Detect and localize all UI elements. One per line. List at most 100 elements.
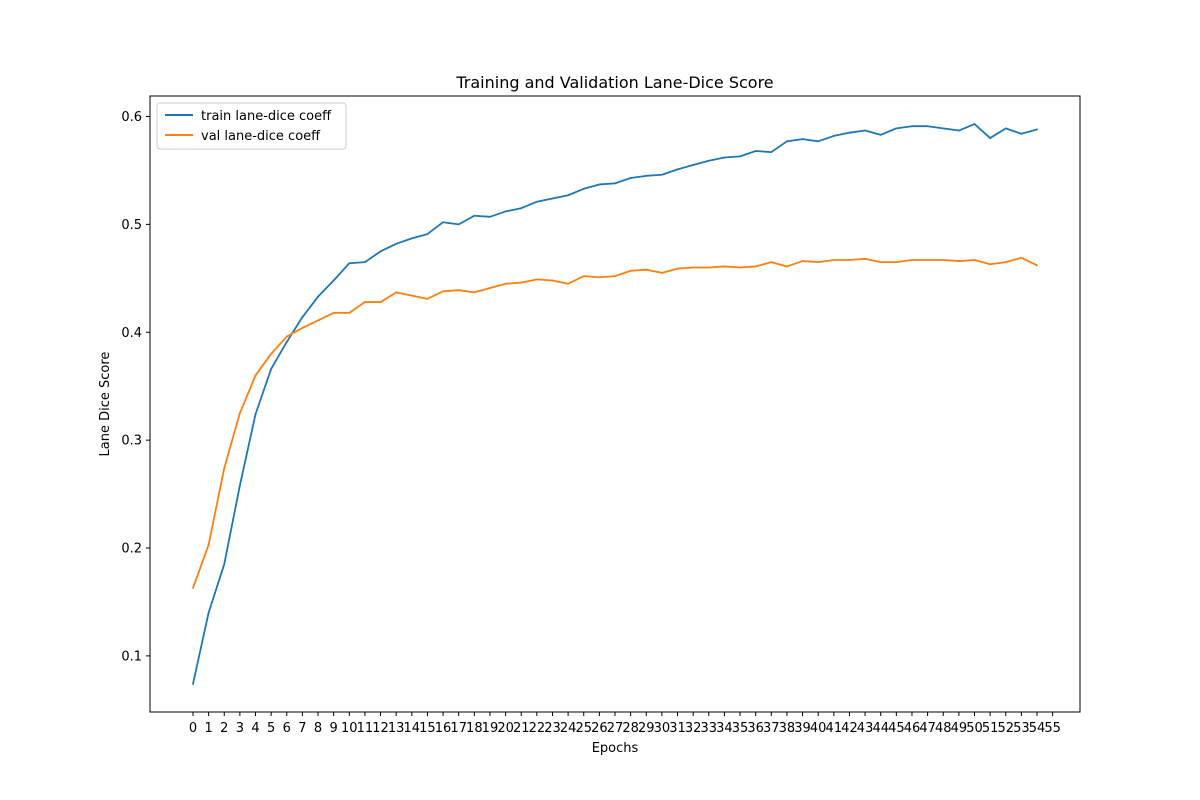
val-data-point	[629, 269, 632, 272]
train-data-point	[739, 155, 741, 158]
x-tick-label: 48	[935, 721, 952, 736]
val-data-point	[442, 290, 444, 293]
val-data-point	[973, 259, 976, 261]
val-data-point	[817, 261, 820, 264]
x-tick-label: 14	[404, 721, 421, 736]
train-data-point	[614, 182, 616, 185]
val-data-point	[989, 263, 992, 266]
val-data-point	[739, 266, 741, 269]
val-data-point	[395, 291, 398, 294]
val-data-point	[660, 272, 663, 274]
x-tick-label: 1	[204, 721, 212, 736]
legend-val-label: val lane-dice coeff	[201, 129, 321, 144]
val-data-point	[957, 260, 960, 262]
train-data-point	[426, 233, 429, 235]
val-data-point	[1004, 261, 1007, 264]
x-tick-label: 12	[372, 721, 389, 736]
y-axis-ticks: 0.1 0.2 0.3 0.4 0.5 0.6	[121, 110, 150, 664]
x-tick-label: 9	[330, 721, 338, 736]
train-data-point	[223, 563, 226, 566]
val-data-point	[504, 282, 507, 285]
y-tick-label: 0.3	[121, 434, 142, 449]
train-data-point	[707, 159, 710, 162]
x-tick-label: 53	[1013, 721, 1030, 736]
train-data-point	[285, 341, 288, 343]
train-data-point	[379, 250, 382, 253]
x-tick-label: 22	[529, 721, 546, 736]
x-tick-label: 0	[189, 721, 197, 736]
x-tick-label: 31	[669, 721, 686, 736]
x-tick-label: 46	[904, 721, 921, 736]
val-data-point	[848, 259, 851, 261]
x-axis-label: Epochs	[592, 741, 639, 756]
train-data-point	[207, 611, 210, 614]
train-data-point	[567, 194, 570, 197]
train-data-point	[754, 150, 757, 152]
val-data-point	[942, 259, 945, 261]
train-data-point	[817, 140, 820, 143]
val-data-point	[692, 266, 695, 269]
val-data-point	[332, 311, 335, 314]
val-data-point	[473, 291, 476, 294]
val-data-point	[192, 587, 194, 589]
val-data-point	[598, 276, 601, 279]
x-tick-label: 4	[251, 721, 259, 736]
val-data-point	[895, 261, 898, 264]
val-data-point	[754, 265, 757, 268]
x-tick-label: 15	[419, 721, 436, 736]
train-data-point	[1036, 128, 1038, 131]
val-data-point	[567, 282, 570, 285]
val-data-point	[301, 327, 304, 329]
train-data-point	[504, 210, 507, 213]
train-data-point	[410, 237, 413, 240]
train-data-point	[660, 173, 663, 176]
x-tick-label: 32	[685, 721, 702, 736]
x-tick-label: 16	[435, 721, 452, 736]
x-tick-label: 34	[716, 721, 733, 736]
val-data-point	[614, 275, 616, 278]
train-data-point	[645, 174, 648, 177]
legend-train-label: train lane-dice coeff	[201, 109, 332, 124]
x-tick-label: 25	[575, 721, 592, 736]
x-tick-label: 41	[826, 721, 843, 736]
x-tick-label: 49	[951, 721, 968, 736]
x-tick-label: 45	[888, 721, 905, 736]
x-tick-label: 3	[236, 721, 244, 736]
x-tick-label: 19	[482, 721, 499, 736]
y-tick-label: 0.6	[121, 110, 142, 125]
x-tick-label: 6	[283, 721, 291, 736]
train-data-point	[254, 413, 257, 416]
train-data-point	[332, 279, 335, 282]
x-tick-label: 24	[560, 721, 577, 736]
train-data-point	[1004, 127, 1007, 130]
train-data-point	[395, 242, 398, 245]
val-data-point	[551, 279, 554, 282]
train-data-point	[1020, 132, 1023, 135]
train-data-point	[489, 215, 491, 218]
train-data-point	[942, 127, 945, 130]
train-data-point	[911, 125, 913, 128]
val-data-point	[270, 352, 273, 355]
x-tick-label: 21	[513, 721, 530, 736]
x-tick-label: 54	[1029, 721, 1046, 736]
train-data-point	[582, 187, 585, 190]
val-data-point	[379, 301, 382, 303]
x-tick-label: 35	[732, 721, 749, 736]
train-data-point	[832, 135, 835, 137]
train-data-point	[473, 214, 476, 217]
val-data-point	[770, 261, 773, 264]
val-data-point	[723, 265, 726, 268]
x-tick-label: 38	[779, 721, 796, 736]
train-data-point	[535, 200, 538, 203]
val-data-point	[348, 311, 351, 314]
train-data-point	[692, 164, 695, 166]
train-data-point	[848, 131, 851, 134]
x-tick-label: 10	[341, 721, 358, 736]
val-data-point	[879, 261, 882, 264]
train-data-point	[786, 140, 788, 143]
val-data-point	[457, 289, 460, 292]
val-data-point	[364, 301, 366, 303]
val-data-point	[926, 259, 929, 261]
x-tick-label: 29	[638, 721, 655, 736]
